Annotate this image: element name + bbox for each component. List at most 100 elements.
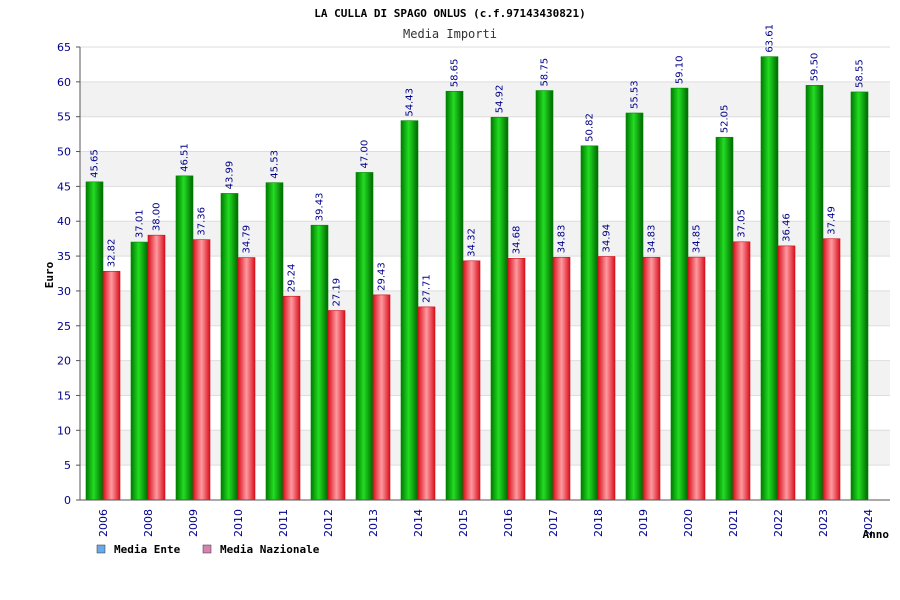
bar-media-ente-2019 — [625, 112, 644, 501]
data-label-media-nazionale-2018: 34.94 — [602, 224, 613, 253]
plot-band — [80, 256, 890, 291]
x-tick-label: 2008 — [142, 509, 155, 537]
bar-media-nazionale-2016 — [507, 258, 526, 501]
x-tick-label: 2015 — [457, 509, 470, 537]
plot-band — [80, 186, 890, 222]
plot-band — [80, 151, 890, 187]
y-tick-label: 20 — [57, 355, 71, 368]
legend: Media Ente Media Nazionale — [96, 543, 320, 556]
plot-band — [80, 290, 890, 326]
bar-media-ente-2016 — [490, 116, 509, 501]
data-label-media-ente-2009: 46.51 — [180, 143, 191, 172]
bar-media-ente-2023 — [805, 85, 824, 501]
bar-media-nazionale-2021 — [732, 241, 751, 501]
y-tick-label: 40 — [57, 215, 71, 228]
bar-media-nazionale-2006 — [102, 270, 121, 501]
y-tick-label: 50 — [57, 146, 71, 159]
chart-title: LA CULLA DI SPAGO ONLUS (c.f.97143430821… — [314, 7, 586, 20]
data-label-media-nazionale-2020: 34.85 — [692, 224, 703, 253]
bar-media-ente-2018 — [580, 145, 599, 501]
bar-media-ente-2011 — [265, 182, 284, 501]
y-tick-label: 65 — [57, 41, 71, 54]
data-label-media-ente-2018: 50.82 — [585, 113, 596, 142]
bar-media-nazionale-2023 — [822, 238, 841, 501]
bar-media-nazionale-2015 — [462, 260, 481, 501]
bar-media-ente-2021 — [715, 136, 734, 501]
bar-media-nazionale-2013 — [372, 294, 391, 501]
plot-band — [80, 395, 890, 431]
bar-media-ente-2024 — [850, 91, 869, 501]
data-label-media-ente-2021: 52.05 — [720, 105, 731, 134]
data-label-media-nazionale-2017: 34.83 — [557, 225, 568, 254]
bar-media-nazionale-2018 — [597, 256, 616, 501]
data-label-media-ente-2017: 58.75 — [540, 58, 551, 87]
data-label-media-ente-2024: 58.55 — [855, 59, 866, 88]
legend-swatch-media-ente — [96, 544, 106, 554]
bar-media-ente-2017 — [535, 90, 554, 501]
bar-media-nazionale-2022 — [777, 245, 796, 501]
data-label-media-ente-2022: 63.61 — [765, 24, 776, 53]
bar-media-ente-2006 — [85, 181, 104, 501]
bar-media-ente-2012 — [310, 224, 329, 501]
x-tick-label: 2023 — [817, 509, 830, 537]
data-label-media-ente-2016: 54.92 — [495, 85, 506, 114]
bar-media-ente-2014 — [400, 120, 419, 501]
x-tick-label: 2009 — [187, 509, 200, 537]
bar-media-ente-2008 — [130, 241, 149, 501]
x-tick-label: 2020 — [682, 509, 695, 537]
data-label-media-ente-2010: 43.99 — [225, 161, 236, 190]
x-tick-label: 2021 — [727, 509, 740, 537]
bars — [85, 56, 869, 501]
data-label-media-nazionale-2014: 27.71 — [422, 274, 433, 303]
y-axis-label: Euro — [43, 261, 56, 288]
plot-background — [80, 47, 890, 500]
bar-media-ente-2022 — [760, 56, 779, 501]
x-axis-label: Anno — [863, 528, 890, 541]
plot-band — [80, 81, 890, 117]
bar-media-nazionale-2008 — [147, 234, 166, 501]
data-label-media-nazionale-2019: 34.83 — [647, 225, 658, 254]
bar-media-nazionale-2010 — [237, 257, 256, 501]
plot-band — [80, 325, 890, 361]
data-label-media-nazionale-2022: 36.46 — [782, 213, 793, 242]
y-tick-label: 15 — [57, 389, 71, 402]
legend-label-media-nazionale: Media Nazionale — [220, 543, 320, 556]
x-tick-label: 2013 — [367, 509, 380, 537]
bar-media-nazionale-2019 — [642, 256, 661, 501]
x-tick-label: 2016 — [502, 509, 515, 537]
bar-media-nazionale-2011 — [282, 295, 301, 501]
y-tick-label: 25 — [57, 320, 71, 333]
grid-lines — [80, 46, 890, 501]
data-label-media-nazionale-2023: 37.49 — [827, 206, 838, 235]
legend-label-media-ente: Media Ente — [114, 543, 181, 556]
data-label-media-nazionale-2010: 34.79 — [242, 225, 253, 254]
data-label-media-ente-2008: 37.01 — [135, 209, 146, 238]
data-label-media-nazionale-2012: 27.19 — [332, 278, 343, 307]
y-tick-label: 35 — [57, 250, 71, 263]
data-label-media-nazionale-2009: 37.36 — [197, 207, 208, 236]
x-tick-label: 2006 — [97, 509, 110, 537]
y-axis: 0 5 10 15 20 25 30 35 40 45 50 55 60 65 — [57, 41, 81, 507]
x-tick-label: 2012 — [322, 509, 335, 537]
x-tick-label: 2011 — [277, 509, 290, 537]
data-label-media-nazionale-2015: 34.32 — [467, 228, 478, 257]
x-axis: 2006 2008 2009 2010 2011 2012 2013 2014 2015 2016… — [80, 499, 890, 537]
bar-media-ente-2013 — [355, 172, 374, 501]
data-label-media-ente-2011: 45.53 — [270, 150, 281, 179]
data-label-media-nazionale-2021: 37.05 — [737, 209, 748, 238]
bar-media-nazionale-2014 — [417, 306, 436, 501]
x-tick-label: 2018 — [592, 509, 605, 537]
x-tick-label: 2014 — [412, 509, 425, 537]
bar-media-ente-2009 — [175, 175, 194, 501]
x-tick-label: 2024 — [862, 509, 875, 537]
x-tick-label: 2010 — [232, 509, 245, 537]
data-label-media-ente-2019: 55.53 — [630, 80, 641, 109]
x-tick-label: 2017 — [547, 509, 560, 537]
y-tick-label: 0 — [64, 494, 71, 507]
plot-band — [80, 221, 890, 257]
data-label-media-nazionale-2013: 29.43 — [377, 262, 388, 291]
bar-media-nazionale-2009 — [192, 239, 211, 501]
bar-media-nazionale-2012 — [327, 310, 346, 501]
bar-media-ente-2010 — [220, 193, 239, 501]
data-label-media-ente-2014: 54.43 — [405, 88, 416, 117]
